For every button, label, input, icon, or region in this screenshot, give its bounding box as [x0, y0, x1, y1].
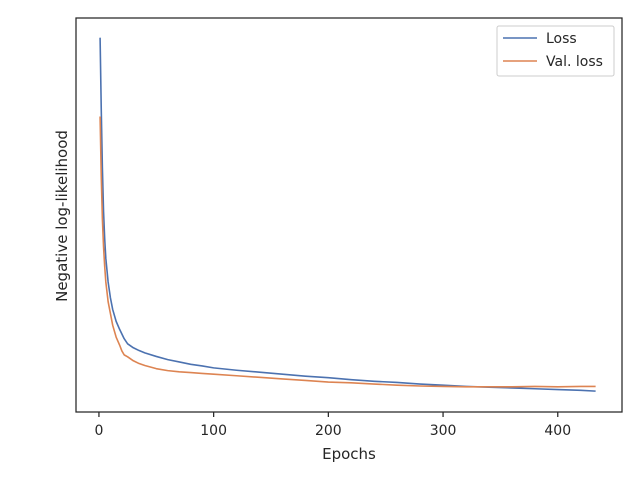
legend: Loss Val. loss	[496, 25, 615, 77]
x-tick-label: 300	[430, 423, 457, 439]
legend-label-loss: Loss	[546, 31, 577, 47]
plot-frame	[75, 17, 623, 413]
plot-area	[76, 18, 622, 412]
legend-label-val-loss: Val. loss	[546, 54, 603, 70]
series-line-val-loss	[99, 116, 596, 388]
x-tick-label: 0	[94, 423, 103, 439]
x-tick-label: 400	[544, 423, 571, 439]
y-axis-label: Negative log-likelihood	[53, 130, 71, 302]
x-axis-label: Epochs	[322, 445, 376, 463]
series-layer	[99, 37, 596, 392]
x-tick-label: 100	[200, 423, 227, 439]
x-tick-label: 200	[315, 423, 342, 439]
x-axis-ticks: 0 100 200 300 400	[94, 412, 571, 439]
